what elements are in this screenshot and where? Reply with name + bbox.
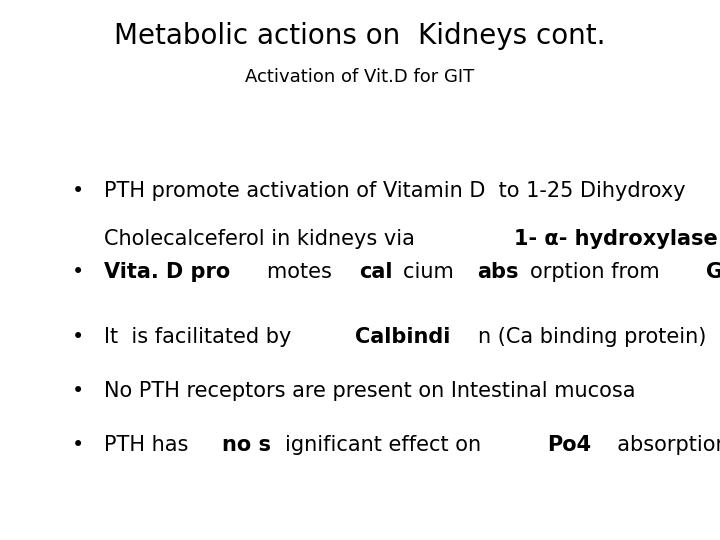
Text: motes: motes: [267, 262, 339, 282]
Text: cium: cium: [402, 262, 460, 282]
Text: •: •: [72, 181, 84, 201]
Text: GIT: GIT: [706, 262, 720, 282]
Text: PTH promote activation of Vitamin D  to 1-25 Dihydroxy: PTH promote activation of Vitamin D to 1…: [104, 181, 686, 201]
Text: ignificant effect on: ignificant effect on: [285, 435, 487, 455]
Text: orption from: orption from: [531, 262, 667, 282]
Text: PTH has: PTH has: [104, 435, 195, 455]
Text: Vita. D pro: Vita. D pro: [104, 262, 230, 282]
Text: Activation of Vit.D for GIT: Activation of Vit.D for GIT: [246, 68, 474, 85]
Text: Metabolic actions on  Kidneys cont.: Metabolic actions on Kidneys cont.: [114, 22, 606, 50]
Text: 1- α- hydroxylase: 1- α- hydroxylase: [514, 230, 718, 249]
Text: abs: abs: [477, 262, 518, 282]
Text: absorption by GIT: absorption by GIT: [603, 435, 720, 455]
Text: It  is facilitated by: It is facilitated by: [104, 327, 298, 347]
Text: cal: cal: [359, 262, 393, 282]
Text: •: •: [72, 327, 84, 347]
Text: No PTH receptors are present on Intestinal mucosa: No PTH receptors are present on Intestin…: [104, 381, 636, 401]
Text: no s: no s: [222, 435, 271, 455]
Text: n (Ca binding protein): n (Ca binding protein): [478, 327, 706, 347]
Text: Calbindi: Calbindi: [355, 327, 450, 347]
Text: Po4: Po4: [546, 435, 591, 455]
Text: Cholecalceferol in kidneys via: Cholecalceferol in kidneys via: [104, 230, 422, 249]
Text: •: •: [72, 381, 84, 401]
Text: •: •: [72, 262, 84, 282]
Text: •: •: [72, 435, 84, 455]
